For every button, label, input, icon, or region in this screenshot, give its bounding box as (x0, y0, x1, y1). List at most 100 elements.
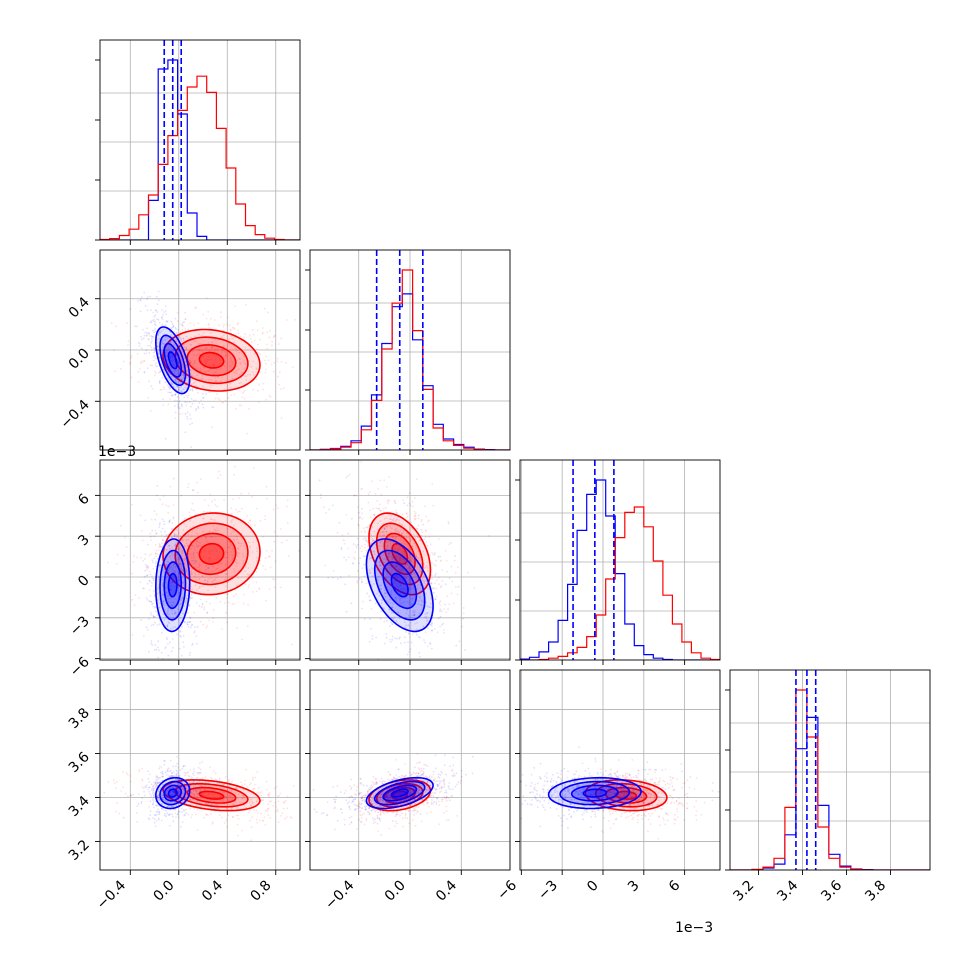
sample-point-red (228, 799, 231, 801)
sample-point-red (415, 791, 418, 794)
sample-point-red (242, 559, 245, 562)
sample-point-blue (403, 528, 406, 530)
sample-point-blue (165, 809, 167, 812)
sample-point-blue (433, 587, 435, 590)
sample-point-blue (389, 518, 391, 521)
sample-point-blue (171, 383, 174, 386)
sample-point-red (209, 556, 211, 559)
sample-point-blue (156, 624, 159, 626)
sample-point-red (247, 603, 250, 606)
sample-point-red (154, 785, 157, 788)
sample-point-red (368, 525, 371, 527)
sample-point-red (274, 810, 277, 813)
sample-point-blue (166, 790, 169, 792)
sample-point-blue (190, 405, 192, 408)
sample-point-red (213, 579, 215, 581)
sample-point-red (177, 576, 180, 579)
sample-point-red (387, 499, 390, 502)
sample-point-red (212, 525, 215, 527)
sample-point-red (242, 367, 245, 369)
sample-point-red (376, 814, 379, 817)
sample-point-blue (398, 598, 401, 601)
sample-point-red (237, 555, 240, 558)
sample-point-red (396, 813, 399, 816)
sample-point-blue (185, 347, 188, 349)
sample-point-red (220, 562, 223, 565)
contour-blue (167, 572, 178, 598)
sample-point-red (361, 517, 364, 520)
sample-point-red (204, 550, 206, 553)
sample-point-blue (405, 536, 408, 539)
sample-point-blue (166, 789, 169, 792)
sample-point-red (116, 802, 119, 805)
sample-point-blue (357, 570, 359, 572)
sample-point-red (369, 491, 371, 493)
sample-point-blue (401, 568, 404, 571)
sample-point-red (359, 547, 362, 550)
sample-point-red (235, 365, 238, 367)
sample-point-red (419, 539, 422, 542)
sample-point-blue (386, 573, 389, 576)
sample-point-red (188, 604, 191, 606)
sample-point-red (224, 563, 227, 566)
sample-point-red (116, 781, 118, 783)
sample-point-red (221, 800, 224, 803)
sample-point-red (167, 505, 170, 508)
sample-point-red (425, 620, 428, 622)
sample-point-blue (158, 526, 161, 529)
sample-point-red (251, 551, 254, 553)
sample-point-blue (391, 622, 393, 625)
sample-point-blue (189, 388, 192, 390)
sample-point-blue (192, 673, 194, 675)
sample-point-blue (175, 542, 178, 544)
sample-point-blue (150, 611, 152, 614)
sample-point-blue (165, 565, 168, 567)
sample-point-blue (423, 639, 425, 641)
sample-point-red (210, 341, 213, 343)
sample-point-red (429, 554, 431, 556)
sample-point-blue (191, 402, 194, 405)
sample-point-red (443, 782, 446, 785)
sample-point-blue (170, 604, 173, 607)
sample-point-blue (158, 781, 161, 783)
sample-point-red (199, 797, 202, 800)
sample-point-blue (191, 544, 194, 547)
sample-point-blue (380, 602, 383, 604)
sample-point-red (232, 550, 235, 553)
sample-point-blue (156, 365, 159, 368)
sample-point-blue (381, 534, 384, 536)
sample-point-red (146, 333, 149, 336)
sample-point-blue (148, 352, 151, 354)
contour-blue (167, 788, 178, 798)
sample-point-blue (405, 631, 407, 633)
sample-point-red (401, 523, 403, 526)
sample-point-blue (182, 587, 185, 590)
sample-point-blue (181, 324, 184, 327)
sample-point-red (197, 587, 200, 590)
sample-point-red (272, 804, 274, 807)
sample-point-blue (206, 803, 209, 806)
sample-point-blue (440, 676, 442, 678)
sample-point-red (425, 799, 428, 802)
sample-point-blue (197, 544, 200, 547)
sample-point-blue (167, 767, 170, 770)
sample-point-blue (171, 358, 174, 360)
sample-point-red (197, 348, 200, 351)
sample-point-red (383, 479, 386, 482)
sample-point-red (212, 608, 215, 611)
sample-point-red (388, 476, 390, 478)
sample-point-red (213, 528, 216, 531)
sample-point-red (249, 801, 251, 804)
sample-point-blue (406, 600, 409, 603)
sample-point-red (231, 378, 234, 380)
sample-point-red (379, 813, 382, 816)
sample-point-red (159, 370, 162, 373)
sample-point-red (240, 371, 243, 374)
sample-point-red (263, 816, 266, 819)
sample-point-red (420, 518, 423, 521)
sample-point-blue (172, 626, 175, 629)
sample-point-blue (164, 324, 167, 327)
sample-point-blue (169, 782, 172, 785)
sample-point-red (425, 615, 428, 618)
sample-point-red (375, 507, 378, 509)
